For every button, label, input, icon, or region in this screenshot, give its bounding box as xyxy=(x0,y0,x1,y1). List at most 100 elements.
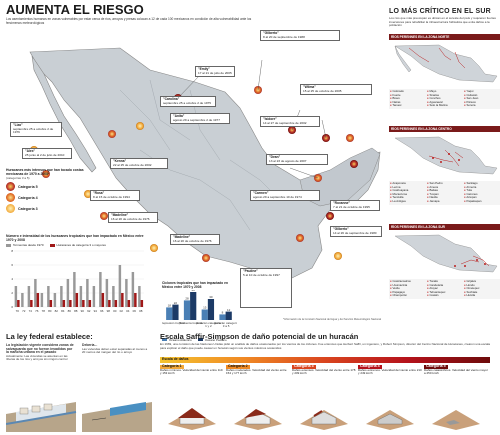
legend-item-cat5: Categoría 5 xyxy=(6,182,86,191)
x-tick-label: 70 xyxy=(16,309,20,313)
yucatan xyxy=(299,147,381,207)
hurricane-marker-cat5 xyxy=(350,160,358,168)
column-atlantic-3 xyxy=(219,313,226,320)
bar-major-04 xyxy=(127,300,131,307)
x-tick-label: 74 xyxy=(29,309,33,313)
bar-major-00 xyxy=(114,300,118,307)
x-tick-label: 98 xyxy=(107,309,111,313)
y-tick-label: 6 xyxy=(11,263,13,267)
zone-center: RÍOS PERENNES EN LA ZONA CENTRO Acaponet… xyxy=(389,126,500,205)
column-pacific-3 xyxy=(225,311,232,320)
source-note: *Información de la Comisión Nacional del… xyxy=(283,318,382,321)
bar-major-84 xyxy=(62,300,66,307)
bar-storms-90 xyxy=(79,286,83,307)
x-tick-label: 78 xyxy=(42,309,46,313)
bar-major-02 xyxy=(121,293,124,307)
bar-storms-74 xyxy=(27,286,31,307)
bar-major-86 xyxy=(69,300,72,307)
house-damage-cat3 xyxy=(300,410,348,430)
house-damage-cat1 xyxy=(168,408,216,430)
data-label: 22 xyxy=(174,300,178,304)
x-tick-label: 84 xyxy=(61,309,65,313)
hurricane-marker-cat4 xyxy=(100,212,108,220)
house-damage-cat2 xyxy=(234,409,282,430)
house-damage-cat4 xyxy=(366,410,414,430)
starburst-icon xyxy=(6,204,15,213)
bar-storms-88 xyxy=(73,272,76,307)
bar-storms-00 xyxy=(112,286,115,307)
legend-item-cat3: Categoría 3 xyxy=(6,204,86,213)
callout-rosa: "Rosa" 8 al 15 de octubre de 1994 xyxy=(90,190,140,202)
bar-legend-item-storms: Tormentas desde 1970 xyxy=(6,243,44,247)
x-tick-label: 94 xyxy=(94,309,98,313)
hurricane-marker-cat4 xyxy=(346,134,354,142)
house-damage-cat5 xyxy=(432,410,480,430)
x-tick-label-line2: 1 y 2 xyxy=(205,324,212,328)
zone-center-river-list: AcaponetaSan PedroSantiago LermaAmecaArm… xyxy=(389,181,500,205)
hurricane-marker-cat5 xyxy=(326,212,334,220)
saffir-intro: En 1969, una comisión de las Naciones Un… xyxy=(160,342,490,350)
x-tick-label: 08 xyxy=(139,309,143,313)
zone-north-river-list: ColoradoMayoYaqui FuerteSinaloaCuliacán … xyxy=(389,89,500,109)
bar-storms-94 xyxy=(92,286,96,307)
bar-major-96 xyxy=(101,293,105,307)
column-pacific-2 xyxy=(207,298,215,320)
x-tick-label-line2: 3 a 5 xyxy=(223,324,230,328)
bar-major-08 xyxy=(140,300,144,307)
col-legend-item-pacific: Océano Pacífico xyxy=(197,338,227,342)
hurricane-marker-cat4 xyxy=(296,234,304,242)
bar-chart-legend: Tormentas desde 1970 Huracanes de catego… xyxy=(6,243,146,247)
legend-item-cat4: Categoría 4 xyxy=(6,193,86,202)
bar-storms-02 xyxy=(118,265,122,307)
bar-major-06 xyxy=(134,293,137,307)
hurricane-legend: Huracanes más intensos que han tocado co… xyxy=(6,168,86,213)
x-tick-label: Depresión tropical xyxy=(162,321,185,325)
x-tick-label: 04 xyxy=(126,309,130,313)
saffir-category-5: Categoría 5 Daños catastróficos. Velocid… xyxy=(424,364,488,376)
mexico-landmass xyxy=(29,47,381,279)
callout-kenna: "Kenna" 22 al 25 de octubre de 2002 xyxy=(110,158,168,170)
page-title: AUMENTA EL RIESGO xyxy=(6,2,144,17)
page-intro: Los asentamientos humanos en zonas vulne… xyxy=(6,17,252,25)
callout-roxanne: "Roxanne" 7 al 21 de octubre de 1995 xyxy=(330,200,380,212)
callout-wilma: "Wilma" 15 al 25 de octubre de 2005 xyxy=(300,84,372,96)
data-label: 28 xyxy=(185,296,189,300)
saffir-category-1: Categoría 1 Daños mínimos. Velocidad del… xyxy=(160,364,223,376)
data-label: 15 xyxy=(203,305,207,309)
zone-center-map xyxy=(389,132,500,176)
zone-north: RÍOS PERENNES EN LA ZONA NORTE ColoradoM… xyxy=(389,34,500,109)
column-pacific-0 xyxy=(172,304,179,320)
y-tick-label: 2 xyxy=(11,291,13,295)
y-tick-label: 4 xyxy=(11,277,13,281)
mexico-map xyxy=(29,47,381,286)
bar-storms-98 xyxy=(105,279,109,307)
right-panel: LO MÁS CRÍTICO EN EL SUR Los ríos que má… xyxy=(387,0,500,340)
x-tick-label: Huracán categoría xyxy=(214,321,237,325)
bar-major-90 xyxy=(82,300,85,307)
callout-gilberto-2: "Gilberto" 14 al 26 de septiembre de 198… xyxy=(330,226,382,238)
x-tick-label: 82 xyxy=(55,309,59,313)
data-label: 18 xyxy=(168,303,172,307)
law-should: Debería... Las viviendas deben estar sep… xyxy=(82,343,148,355)
y-tick-label: 8 xyxy=(11,249,13,253)
bar-major-80 xyxy=(49,300,53,307)
callout-madeline-1: "Madeline" 16 al 20 de octubre de 1976 xyxy=(108,212,158,224)
x-tick-label: 06 xyxy=(133,309,137,313)
zone-south-map xyxy=(389,230,500,274)
x-tick-label: 72 xyxy=(22,309,26,313)
x-tick-label: 86 xyxy=(68,309,72,313)
callout-anita: "Anita" agosto 29 a septiembre 2 de 1977 xyxy=(170,113,230,125)
hurricane-marker-cat4 xyxy=(108,130,116,138)
bar-legend-item-major: Huracanes de categoría 3 o mayores xyxy=(49,243,106,247)
bar-storms-84 xyxy=(60,286,63,307)
starburst-icon xyxy=(6,182,15,191)
bar-major-70 xyxy=(17,300,20,307)
bar-storms-76 xyxy=(34,279,37,307)
bar-storms-80 xyxy=(47,286,50,307)
starburst-icon xyxy=(6,193,15,202)
bar-storms-70 xyxy=(14,286,18,307)
baja-california xyxy=(31,55,97,173)
hurricane-bar-chart-block: Número e intensidad de los huracanes tro… xyxy=(6,234,146,322)
law-title: La ley federal establece: xyxy=(6,332,93,341)
